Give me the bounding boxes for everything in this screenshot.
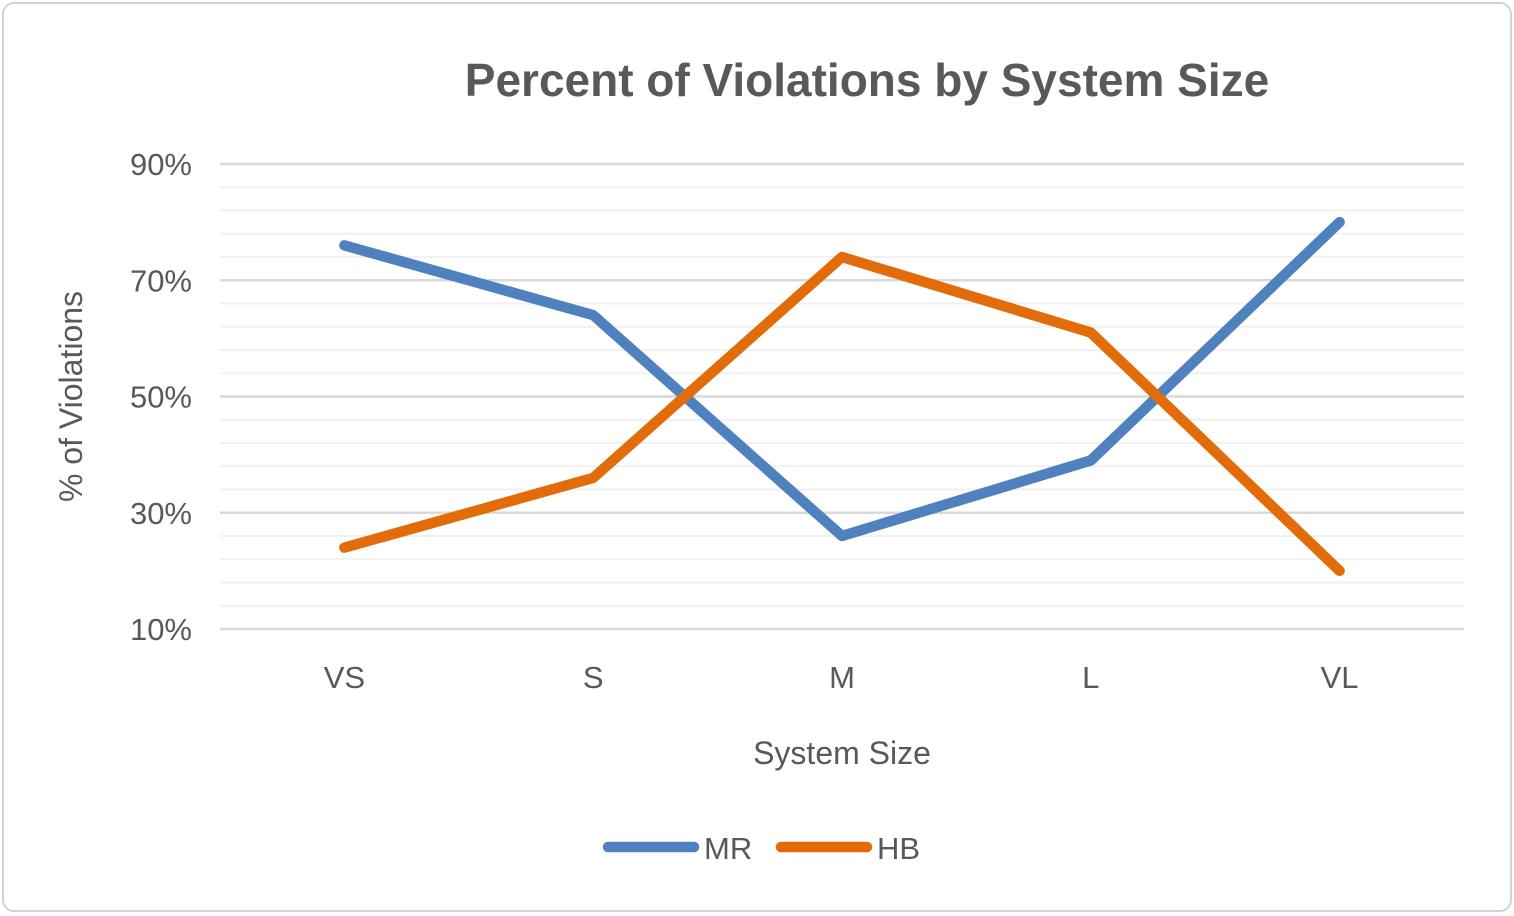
y-axis-tick-label: 10% bbox=[130, 612, 192, 647]
chart-title: Percent of Violations by System Size bbox=[465, 54, 1269, 106]
legend-label-HB: HB bbox=[877, 831, 920, 866]
x-axis-tick-label: VS bbox=[324, 660, 365, 695]
x-axis-tick-label: S bbox=[583, 660, 604, 695]
y-axis-tick-label: 30% bbox=[130, 496, 192, 531]
x-axis-title: System Size bbox=[753, 735, 931, 771]
series-line-HB bbox=[339, 251, 1345, 577]
legend-label-MR: MR bbox=[704, 831, 752, 866]
y-axis-tick-label: 50% bbox=[130, 380, 192, 415]
x-axis-tick-label: VL bbox=[1321, 660, 1359, 695]
x-axis-tick-label: M bbox=[829, 660, 855, 695]
y-axis-title: % of Violations bbox=[53, 291, 89, 502]
line-chart: 10% 30% 50% 70% 90% VS S M L VL Percent of Violati… bbox=[53, 54, 1464, 866]
y-axis-tick-label: 70% bbox=[130, 263, 192, 298]
x-axis-tick-label: L bbox=[1082, 660, 1099, 695]
series-line-MR bbox=[339, 216, 1345, 542]
y-axis-tick-label: 90% bbox=[130, 147, 192, 182]
